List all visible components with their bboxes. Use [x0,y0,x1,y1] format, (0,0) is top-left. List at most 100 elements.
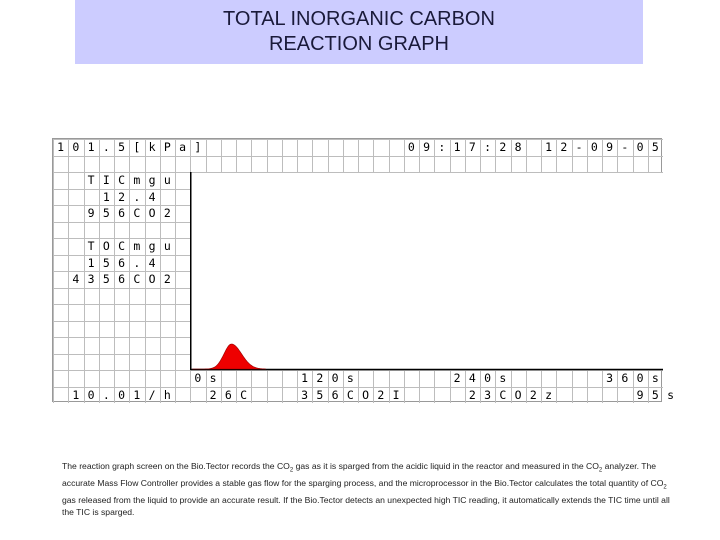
screen-char-cell: 0 [72,140,80,155]
screen-char-cell: g [148,239,156,254]
screen-char-cell: C [118,239,126,254]
description-caption: The reaction graph screen on the Bio.Tec… [62,460,672,518]
screen-char-cell: . [102,140,110,155]
screen-char-cell: . [133,189,141,204]
screen-char-cell: u [163,173,171,188]
caption-text-3: analyzer. The accurate Mass Flow Control… [62,461,664,488]
screen-char-cell: 0 [118,387,126,402]
screen-char-cell: C [133,206,141,221]
screen-char-cell: s [209,371,217,386]
screen-char-cell: 2 [529,387,537,402]
screen-char-cell: I [102,173,110,188]
screen-char-cell: 6 [224,387,232,402]
screen-char-cell: m [133,239,141,254]
screen-char-cell: O [514,387,522,402]
screen-char-cell: ] [194,140,202,155]
screen-char-cell: 1 [87,140,95,155]
screen-char-cell: 5 [102,255,110,270]
title-line-1: TOTAL INORGANIC CARBON [223,8,495,30]
screen-char-cell: 2 [468,387,476,402]
screen-char-cell: 2 [118,189,126,204]
screen-char-cell: 6 [118,255,126,270]
screen-char-cell: : [484,140,492,155]
screen-char-cell: a [179,140,187,155]
screen-char-cell: 0 [87,387,95,402]
co2-peak-curve [192,343,267,370]
screen-char-cell: 2 [499,140,507,155]
screen-char-cell: 1 [72,387,80,402]
screen-char-cell: 0 [484,371,492,386]
screen-char-cell: 0 [407,140,415,155]
plot-area [191,173,663,370]
screen-char-cell: 2 [560,140,568,155]
screen-char-cell: 5 [651,140,659,155]
screen-char-cell: 1 [453,140,461,155]
screen-char-cell: 9 [636,387,644,402]
screen-char-cell: - [621,140,629,155]
screen-char-cell: 9 [87,206,95,221]
screen-char-cell: 5 [118,140,126,155]
screen-char-cell: C [240,387,248,402]
screen-char-cell: C [118,173,126,188]
screen-char-cell: 5 [316,387,324,402]
screen-char-cell: s [667,387,675,402]
screen-char-cell: 9 [423,140,431,155]
screen-char-cell: T [87,173,95,188]
screen-char-cell: 3 [484,387,492,402]
screen-char-cell: 5 [651,387,659,402]
screen-char-cell: 1 [87,255,95,270]
screen-char-cell: 0 [194,371,202,386]
screen-char-cell: 4 [148,189,156,204]
screen-char-cell: 1 [102,189,110,204]
screen-char-cell: 8 [514,140,522,155]
screen-char-cell: . [133,255,141,270]
graph-grid [53,139,663,403]
screen-char-cell: 3 [87,272,95,287]
screen-char-cell: 1 [545,140,553,155]
screen-char-cell: 2 [163,272,171,287]
screen-char-cell: P [163,140,171,155]
screen-char-cell: C [133,272,141,287]
screen-char-cell: 0 [590,140,598,155]
screen-char-cell: O [148,206,156,221]
screen-char-cell: 6 [118,272,126,287]
screen-char-cell: 6 [118,206,126,221]
screen-char-cell: O [362,387,370,402]
screen-char-cell: 2 [316,371,324,386]
screen-char-cell: s [499,371,507,386]
screen-char-cell: : [438,140,446,155]
screen-char-cell: 6 [331,387,339,402]
screen-char-cell: z [545,387,553,402]
caption-sub-1: 2 [289,467,294,474]
screen-char-cell: 5 [102,206,110,221]
screen-char-cell: [ [133,140,141,155]
screen-char-cell: 1 [57,140,65,155]
caption-text-4: gas released from the liquid to provide … [62,494,670,518]
screen-char-cell: 0 [636,140,644,155]
screen-char-cell: 2 [163,206,171,221]
screen-char-cell: C [346,387,354,402]
screen-char-cell: s [651,371,659,386]
screen-char-cell: I [392,387,400,402]
screen-char-cell: C [499,387,507,402]
caption-sub-2: 2 [598,467,603,474]
screen-char-cell: 9 [606,140,614,155]
screen-char-cell: O [102,239,110,254]
screen-char-cell: . [102,387,110,402]
screen-char-cell: 4 [148,255,156,270]
title-line-2: REACTION GRAPH [268,33,450,55]
caption-text-1: The reaction graph screen on the Bio.Tec… [62,461,290,471]
screen-char-cell: k [148,140,156,155]
screen-char-cell: 1 [133,387,141,402]
screen-char-cell: s [346,371,354,386]
screen-char-cell: 5 [102,272,110,287]
screen-char-cell: 2 [209,387,217,402]
screen-char-cell: 4 [468,371,476,386]
title-banner: TOTAL INORGANIC CARBON REACTION GRAPH [75,0,643,64]
screen-char-cell: g [148,173,156,188]
screen-char-cell: T [87,239,95,254]
screen-char-cell: 0 [636,371,644,386]
screen-char-cell: 2 [377,387,385,402]
screen-char-cell: 3 [301,387,309,402]
